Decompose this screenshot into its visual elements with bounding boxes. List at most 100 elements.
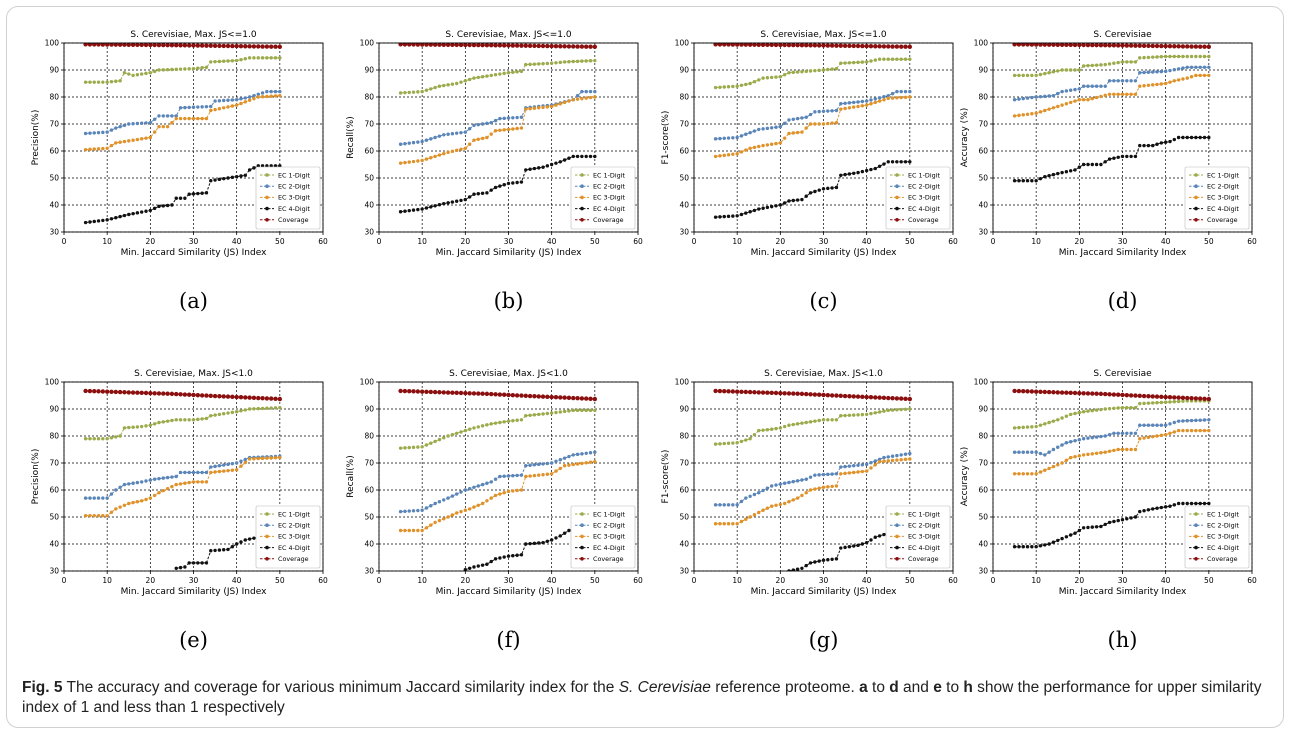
y-axis-label: Recall(%): [346, 116, 356, 158]
data-point: [485, 481, 489, 485]
data-point: [1090, 452, 1094, 456]
data-point: [178, 106, 183, 110]
data-point: [458, 390, 464, 396]
data-point: [420, 139, 424, 144]
data-point: [856, 100, 860, 104]
data-point: [161, 420, 165, 424]
data-point: [584, 451, 588, 455]
data-point: [144, 121, 148, 125]
data-point: [575, 44, 580, 49]
data-point: [114, 507, 118, 511]
data-point: [899, 44, 904, 49]
data-point: [567, 463, 571, 467]
data-point: [411, 159, 416, 164]
data-point: [277, 396, 283, 402]
data-point: [580, 96, 584, 101]
data-point: [493, 118, 498, 123]
data-point: [549, 43, 554, 49]
series-line: [1014, 430, 1209, 475]
y-tick-label: 80: [679, 432, 689, 441]
x-tick-label: 60: [633, 576, 643, 585]
data-point: [579, 396, 585, 401]
data-point: [1081, 391, 1086, 396]
data-point: [131, 425, 135, 429]
data-point: [476, 391, 481, 396]
y-axis-label: F1-score(%): [661, 450, 671, 504]
data-point: [493, 392, 498, 397]
data-point: [1060, 443, 1064, 447]
data-point: [117, 43, 123, 47]
data-point: [493, 129, 498, 133]
data-point: [903, 457, 908, 462]
data-point: [1202, 428, 1207, 433]
data-point: [165, 203, 170, 208]
x-tick-label: 10: [417, 576, 427, 585]
data-point: [1194, 428, 1198, 433]
data-point: [1189, 65, 1194, 70]
data-point: [485, 135, 489, 140]
data-point: [506, 392, 511, 398]
data-point: [882, 95, 886, 99]
data-point: [895, 89, 899, 94]
data-point: [562, 456, 567, 460]
series-line: [85, 57, 280, 83]
data-point: [243, 57, 247, 61]
data-point: [200, 417, 204, 421]
data-point: [1099, 451, 1103, 455]
data-point: [795, 422, 800, 426]
data-point: [834, 472, 839, 476]
data-point: [1047, 420, 1051, 425]
data-point: [895, 160, 899, 164]
data-point: [739, 134, 744, 138]
data-point: [273, 456, 278, 460]
data-point: [480, 391, 485, 396]
data-point: [588, 89, 593, 94]
data-point: [558, 534, 562, 538]
data-point: [519, 418, 524, 422]
data-point: [1185, 501, 1189, 506]
data-point: [864, 103, 869, 107]
data-point: [183, 67, 187, 71]
data-point: [713, 137, 718, 141]
data-point: [519, 488, 524, 492]
data-point: [1077, 390, 1082, 396]
data-point: [1172, 420, 1177, 425]
data-point: [1111, 43, 1117, 48]
data-point: [852, 171, 856, 175]
y-tick-label: 50: [364, 513, 374, 522]
data-point: [770, 204, 774, 209]
data-point: [515, 488, 519, 493]
data-point: [489, 188, 493, 192]
data-point: [459, 80, 463, 84]
data-point: [562, 44, 567, 49]
data-point: [821, 485, 826, 489]
data-point: [523, 43, 528, 48]
data-point: [571, 59, 575, 64]
data-point: [1012, 472, 1017, 476]
y-tick-label: 60: [364, 147, 374, 156]
data-point: [1142, 423, 1146, 427]
x-tick-label: 50: [275, 237, 285, 246]
legend-label: EC 4-Digit: [593, 205, 625, 213]
data-point: [1021, 113, 1025, 117]
data-point: [411, 389, 416, 394]
data-point: [139, 43, 144, 48]
data-point: [398, 161, 403, 165]
y-tick-label: 100: [360, 39, 375, 48]
data-point: [1181, 419, 1185, 423]
data-point: [726, 441, 731, 445]
data-point: [839, 61, 843, 65]
data-point: [429, 205, 433, 209]
data-point: [554, 161, 558, 165]
data-point: [908, 89, 912, 94]
legend-marker: [265, 523, 269, 527]
legend-label: EC 1-Digit: [908, 510, 940, 518]
data-point: [519, 126, 524, 130]
data-point: [200, 105, 204, 109]
data-point: [877, 57, 882, 61]
data-point: [524, 414, 528, 418]
data-point: [532, 43, 537, 49]
data-point: [109, 217, 114, 221]
data-point: [196, 105, 200, 109]
data-point: [428, 389, 433, 395]
